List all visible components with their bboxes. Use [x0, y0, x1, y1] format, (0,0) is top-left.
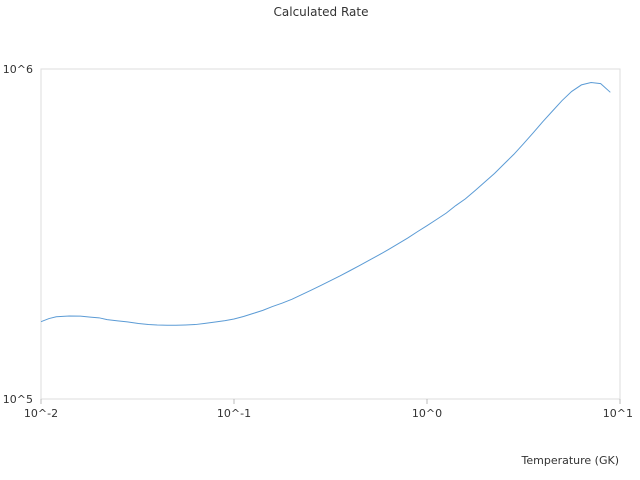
- x-tick-label: 10^-1: [217, 407, 251, 420]
- plot-area: [40, 68, 621, 400]
- x-axis-label: Temperature (GK): [521, 454, 620, 467]
- y-tick-label: 10^6: [3, 63, 33, 76]
- series-line: [40, 82, 611, 326]
- y-tick-label: 10^5: [3, 393, 33, 406]
- x-tick-label: 10^-2: [24, 407, 58, 420]
- x-tick-label: 10^1: [603, 407, 633, 420]
- plot-series: [40, 82, 611, 326]
- x-tick-label: 10^0: [412, 407, 442, 420]
- y-axis: 10^5 10^6: [3, 63, 33, 406]
- x-axis: 10^-2 10^-1 10^0 10^1: [24, 399, 633, 420]
- chart-title: Calculated Rate: [274, 5, 369, 19]
